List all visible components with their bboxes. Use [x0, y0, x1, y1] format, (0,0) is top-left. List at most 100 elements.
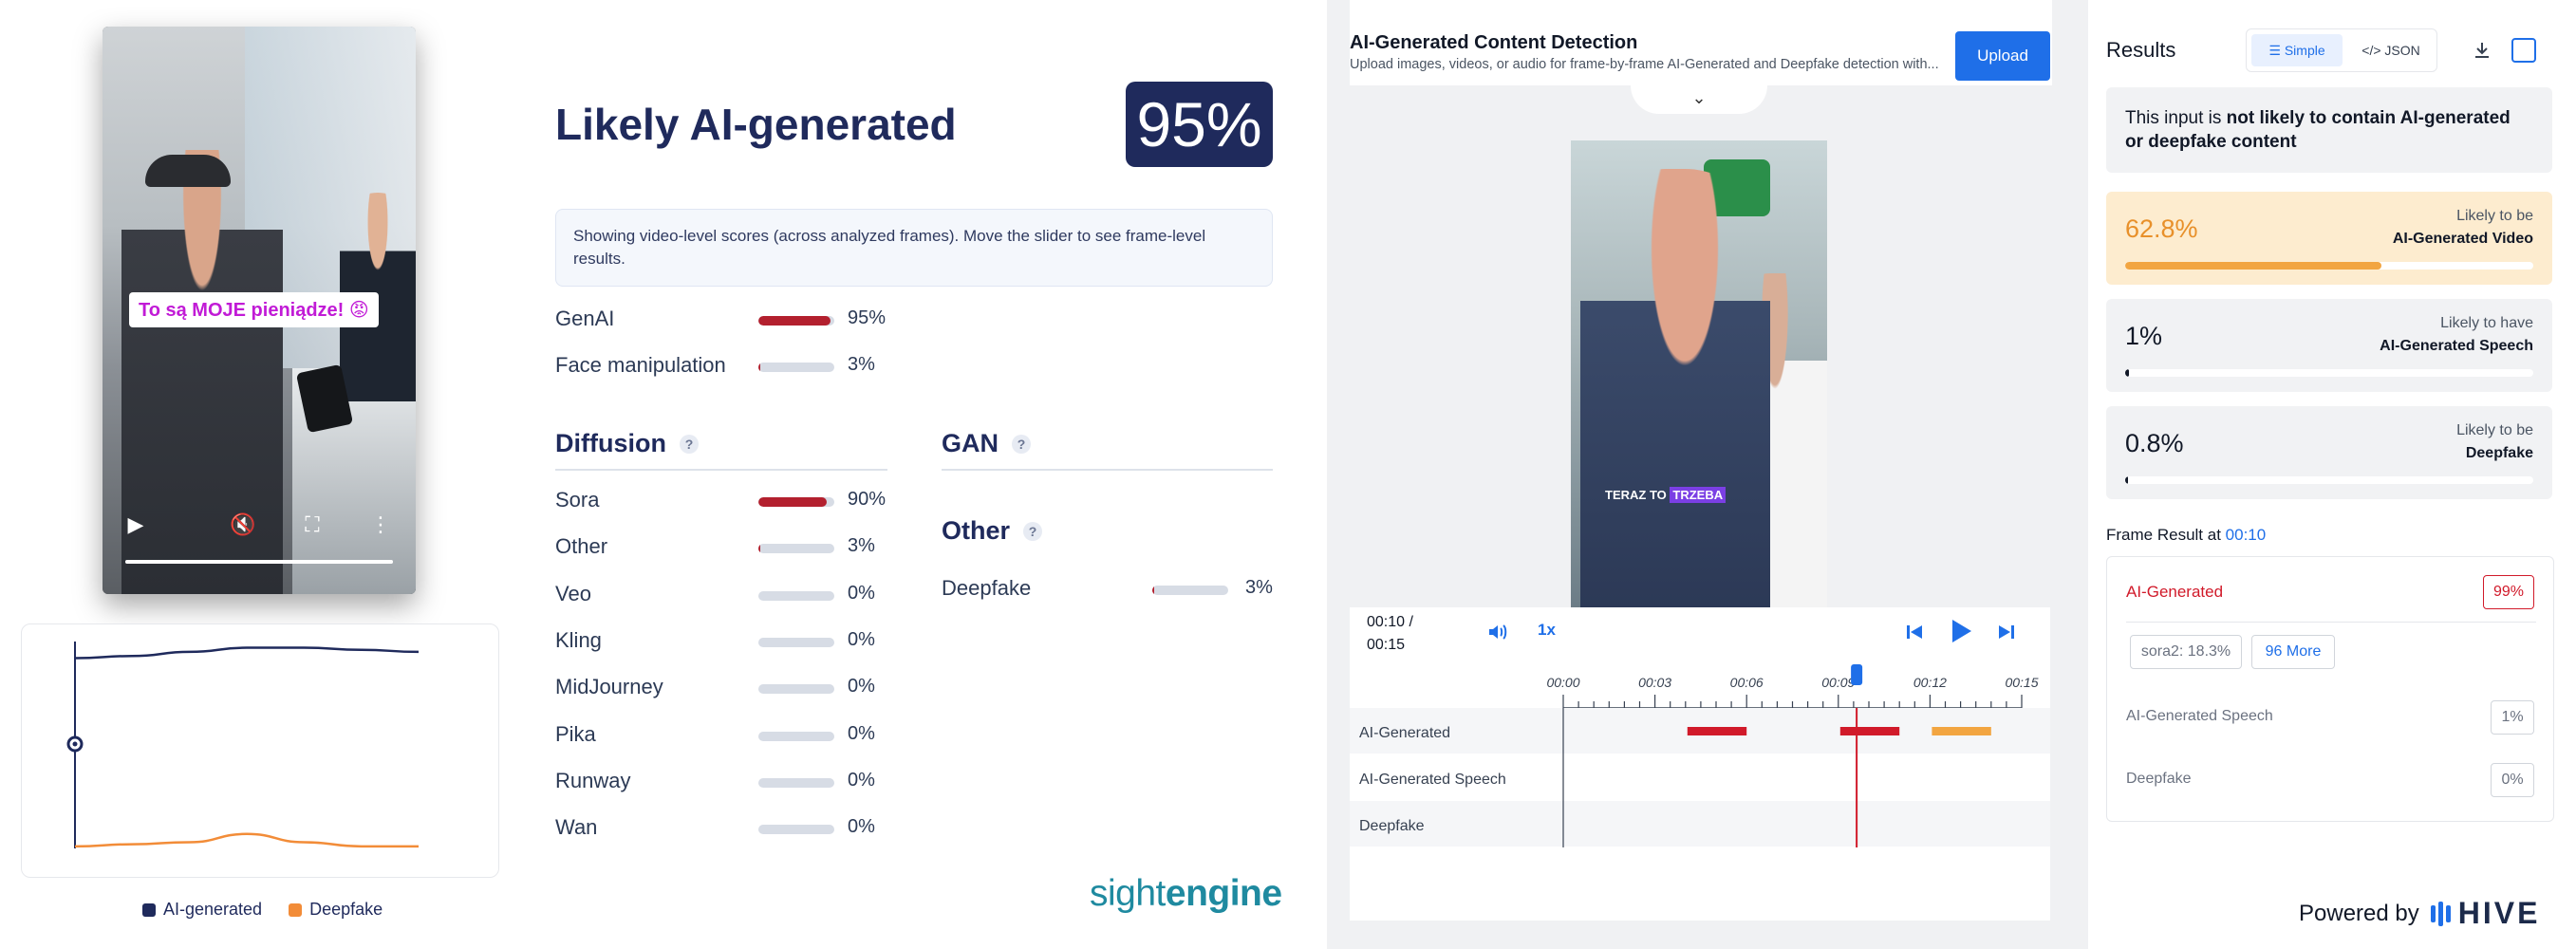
video-scene-man — [121, 150, 283, 594]
score-label: MidJourney — [555, 675, 663, 699]
skip-back-icon[interactable] — [1904, 622, 1925, 642]
score-row-diffusion: Kling 0% — [555, 628, 935, 657]
metric-track — [2125, 476, 2533, 484]
score-label: Face manipulation — [555, 353, 726, 377]
track-segment[interactable] — [1932, 727, 1991, 735]
legend-swatch-ai-icon — [142, 902, 156, 917]
score-row-face-manipulation: Face manipulation 3% — [555, 353, 935, 381]
score-bar — [758, 544, 834, 554]
download-icon[interactable] — [2472, 40, 2492, 61]
ruler-tick-label: 00:15 — [2005, 675, 2038, 690]
metric-caption-bold: Deepfake — [2465, 445, 2533, 461]
video-player[interactable]: To są MOJE pieniądze! 😡 ▶ 🔇 ⛶ ⋮ — [103, 27, 416, 594]
metric-card: 0.8% Likely to be Deepfake — [2106, 406, 2552, 499]
frame-result-card — [2106, 556, 2554, 822]
legend-ai-generated: AI-generated — [142, 900, 262, 920]
score-pct: 3% — [848, 535, 875, 557]
frame-divider — [2126, 622, 2536, 623]
score-bar — [758, 777, 834, 788]
score-pct: 3% — [1245, 577, 1273, 598]
score-bar — [758, 316, 834, 326]
score-bar — [1152, 586, 1228, 595]
metric-fill — [2125, 476, 2129, 484]
timeline-ruler[interactable]: 00:00 00:03 00:06 00:09 00:12 00:15 — [1538, 664, 2050, 712]
media-preview: TERAZ TO TRZEBA — [1571, 140, 1827, 609]
score-label: GenAI — [555, 307, 615, 330]
frame-speech-label: AI-Generated Speech — [2126, 708, 2273, 724]
metric-fill — [2125, 369, 2130, 377]
help-icon[interactable]: ? — [679, 434, 699, 454]
more-options-icon[interactable]: ⋮ — [370, 512, 391, 536]
timeline-tracks[interactable] — [1350, 708, 2050, 854]
toggle-simple-button[interactable]: ☰ Simple — [2251, 34, 2343, 66]
sightengine-logo: sightengine — [1090, 873, 1282, 915]
legend-swatch-deepfake-icon — [289, 902, 303, 917]
playhead-handle[interactable] — [1851, 664, 1863, 685]
section-divider — [942, 469, 1273, 471]
frame-result-time: 00:10 — [2225, 526, 2267, 544]
collapse-chevron-icon[interactable]: ⌄ — [1631, 85, 1767, 114]
score-pct: 95% — [848, 307, 887, 328]
video-progress-track[interactable] — [125, 560, 393, 564]
score-bar-fill — [758, 363, 761, 372]
ruler-tick-label: 00:09 — [1821, 675, 1855, 690]
skip-forward-icon[interactable] — [1996, 622, 2017, 642]
chart-legend: AI-generated Deepfake — [142, 900, 383, 920]
upload-button[interactable]: Upload — [1955, 31, 2050, 81]
metric-caption: Likely to have AI-Generated Speech — [2380, 312, 2533, 358]
score-bar-fill — [758, 316, 831, 326]
section-gan: GAN ? — [942, 429, 1031, 458]
score-pct: 0% — [848, 769, 875, 791]
score-bar — [758, 497, 834, 507]
score-label: Sora — [555, 488, 600, 512]
hive-wordmark: HIVE — [2457, 896, 2541, 930]
metric-value: 1% — [2125, 322, 2163, 350]
score-label: Runway — [555, 768, 631, 792]
play-icon[interactable]: ▶ — [127, 512, 144, 536]
score-row-diffusion: Sora 90% — [555, 488, 935, 516]
score-label: Veo — [555, 581, 591, 605]
volume-icon[interactable] — [1486, 621, 1509, 643]
score-pct: 0% — [848, 722, 875, 744]
fullscreen-icon[interactable]: ⛶ — [305, 512, 320, 536]
score-row-deepfake: Deepfake 3% — [942, 576, 1283, 605]
layout-icon[interactable] — [2511, 38, 2536, 63]
play-icon[interactable] — [1946, 617, 1974, 645]
playback-speed-button[interactable]: 1x — [1538, 621, 1556, 639]
score-bar-fill — [1152, 586, 1155, 595]
score-pct: 0% — [848, 816, 875, 838]
section-gan-title: GAN — [942, 429, 999, 457]
score-row-diffusion: Pika 0% — [555, 722, 935, 751]
score-row-diffusion: Wan 0% — [555, 815, 935, 844]
score-curve-svg — [66, 642, 420, 848]
score-label: Deepfake — [942, 576, 1032, 600]
verdict-title: Likely AI-generated — [555, 100, 957, 149]
player-time-current: 00:10 / — [1367, 614, 1413, 630]
legend-ai-label: AI-generated — [163, 900, 263, 919]
model-chip: sora2: 18.3% — [2130, 635, 2242, 669]
score-pct: 0% — [848, 676, 875, 698]
score-label: Kling — [555, 627, 602, 652]
help-icon[interactable]: ? — [1023, 521, 1043, 541]
track-segment[interactable] — [1687, 727, 1747, 735]
score-row-diffusion: Runway 0% — [555, 769, 935, 797]
track-segment[interactable] — [1839, 727, 1900, 735]
score-bar — [758, 363, 834, 372]
toggle-json-button[interactable]: </> JSON — [2361, 43, 2420, 58]
legend-deepfake: Deepfake — [289, 900, 383, 920]
ruler-tick-label: 00:03 — [1638, 675, 1671, 690]
more-models-button[interactable]: 96 More — [2251, 635, 2335, 669]
info-note: Showing video-level scores (across analy… — [555, 209, 1273, 287]
section-other-title: Other — [942, 516, 1011, 545]
score-pct: 0% — [848, 628, 875, 650]
help-icon[interactable]: ? — [1012, 434, 1031, 454]
preview-scene-man — [1580, 169, 1770, 609]
score-row-diffusion: Veo 0% — [555, 582, 935, 610]
frame-result-text: Frame Result at — [2106, 526, 2221, 544]
score-bar — [758, 637, 834, 647]
mute-icon[interactable]: 🔇 — [230, 512, 256, 536]
frame-ai-label: AI-Generated — [2126, 583, 2224, 601]
score-pct: 3% — [848, 354, 875, 375]
score-bar-fill — [758, 497, 827, 507]
score-row-diffusion: Other 3% — [555, 534, 935, 563]
